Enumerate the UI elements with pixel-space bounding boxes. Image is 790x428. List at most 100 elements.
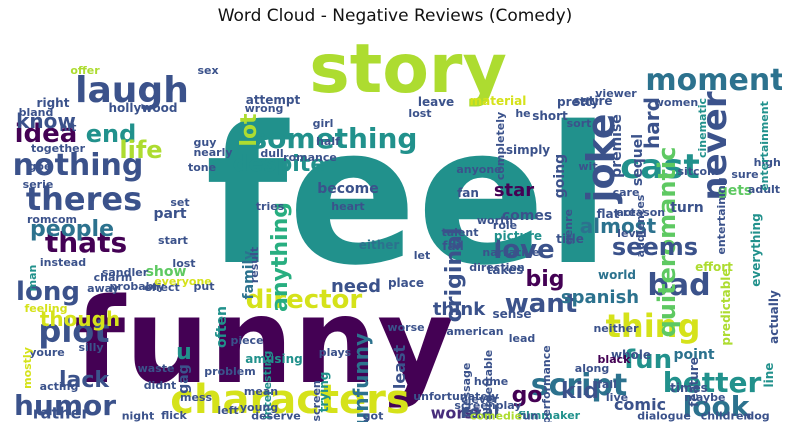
word-goe-97: goe: [29, 160, 52, 173]
word-simply-87: simply: [506, 143, 550, 157]
word-result-190: result: [248, 247, 261, 283]
word-love-25: love: [493, 235, 554, 265]
word-night-141: night: [122, 410, 155, 422]
word-american-118: american: [446, 325, 503, 338]
word-think-46: think: [433, 299, 486, 320]
word-women-162: women: [654, 96, 698, 109]
word-wit-168: wit: [578, 160, 597, 173]
word-act-153: act: [616, 206, 635, 219]
word-tries-100: tries: [256, 200, 285, 213]
word-sort-167: sort: [567, 117, 592, 130]
word-forgettable-114: forgettable: [482, 350, 495, 420]
word-wrong-174: wrong: [245, 102, 284, 115]
word-bad-13: bad: [647, 268, 710, 303]
word-lack-32: lack: [59, 368, 110, 393]
word-something-11: something: [251, 122, 418, 155]
word-along-116: along: [575, 362, 609, 375]
word-instead-102: instead: [40, 256, 86, 269]
word-amusing-68: amusing: [245, 352, 303, 366]
word-home-133: home: [474, 375, 508, 388]
word-together-96: together: [31, 142, 86, 155]
word-short-88: short: [532, 109, 568, 123]
word-go-42: go: [512, 383, 543, 408]
word-effort-71: effort: [695, 260, 733, 274]
word-trying-67: trying: [317, 372, 331, 413]
word-sense-75: sense: [492, 307, 531, 321]
word-spanish-44: spanish: [561, 287, 639, 308]
word-reason-151: reason: [623, 206, 665, 219]
word-acting-124: acting: [40, 380, 79, 393]
word-look-16: look: [683, 390, 751, 422]
word-screen-109: screen: [310, 380, 323, 421]
word-mean-193: mean: [244, 385, 278, 398]
word-premise-61: premise: [609, 114, 625, 178]
word-real-51: real: [460, 402, 499, 422]
word-talent-142: talent: [441, 226, 478, 239]
chart-title: Word Cloud - Negative Reviews (Comedy): [217, 6, 573, 26]
word-satire-92: satire: [573, 94, 612, 108]
word-almost-39: almost: [580, 214, 657, 238]
word-seems-28: seems: [612, 233, 698, 261]
word-lost-189: lost: [172, 257, 195, 270]
word-girl-170: girl: [313, 117, 334, 130]
word-characters-3: characters: [170, 377, 409, 422]
word-bland-177: bland: [19, 106, 54, 119]
word-big-38: big: [525, 267, 564, 292]
word-gag-54: gag: [176, 364, 192, 394]
word-effect-185: effect: [144, 281, 180, 294]
word-often-55: often: [214, 306, 230, 348]
word-star-40: star: [494, 180, 534, 201]
word-material-89: material: [470, 94, 527, 108]
word-clever-130: clever: [461, 393, 499, 406]
word-mostly-106: mostly: [21, 347, 34, 389]
word-hollywood-94: hollywood: [109, 101, 178, 115]
word-end-22: end: [86, 120, 137, 148]
word-young-128: young: [240, 401, 278, 414]
word-fall-111: fall: [597, 378, 617, 391]
word-guy-179: guy: [194, 136, 217, 149]
word-offer-176: offer: [70, 64, 100, 77]
word-anything-36: anything: [268, 202, 293, 312]
word-right-93: right: [37, 96, 70, 110]
word-plot-17: plot: [38, 312, 109, 350]
word-audiences-155: audiences: [634, 194, 647, 257]
word-despite-34: despite: [233, 152, 326, 177]
word-unfunny-43: unfunny: [349, 333, 373, 422]
word-feeling-192: feeling: [25, 302, 68, 315]
word-heart-145: heart: [331, 200, 364, 213]
word-least-66: least: [390, 345, 409, 390]
word-fun-24: fun: [624, 345, 672, 375]
word-people-30: people: [30, 217, 114, 242]
word-level-154: level: [617, 227, 647, 240]
word-show-53: show: [146, 264, 187, 280]
word-unfortunately-132: unfortunately: [413, 390, 498, 403]
word-need-47: need: [331, 276, 381, 297]
word-never-6: never: [695, 91, 735, 200]
word-didnt-123: didnt: [144, 379, 177, 392]
word-u-52: u: [176, 340, 192, 365]
word-better-15: better: [663, 366, 762, 399]
word-gets-64: gets: [718, 183, 753, 199]
word-idea-21: idea: [15, 119, 78, 149]
word-picture-83: picture: [494, 229, 542, 243]
word-takes-84: takes: [487, 263, 524, 277]
word-cinematic-163: cinematic: [696, 98, 709, 158]
word-nearly-181: nearly: [193, 146, 232, 159]
word-line-79: line: [762, 363, 776, 388]
word-turn-63: turn: [670, 200, 704, 216]
word-sure-159: sure: [731, 168, 758, 181]
word-pretty-90: pretty: [557, 95, 599, 109]
word-long-26: long: [16, 277, 80, 307]
word-attempt-95: attempt: [246, 93, 301, 107]
word-predictable-69: predictable: [719, 268, 733, 345]
word-flat-82: flat: [597, 207, 620, 221]
word-anyone-149: anyone: [456, 163, 501, 176]
word-sandler-183: sandler: [102, 266, 149, 279]
word-leave-91: leave: [418, 95, 454, 109]
word-feel-0: feel: [205, 86, 611, 307]
word-care-152: care: [613, 186, 640, 199]
word-filmmaker-112: filmmaker: [518, 409, 581, 422]
word-sitcom-157: sitcom: [677, 165, 718, 178]
word-comedie-140: comedie: [470, 410, 522, 422]
word-nothing-9: nothing: [13, 148, 144, 183]
